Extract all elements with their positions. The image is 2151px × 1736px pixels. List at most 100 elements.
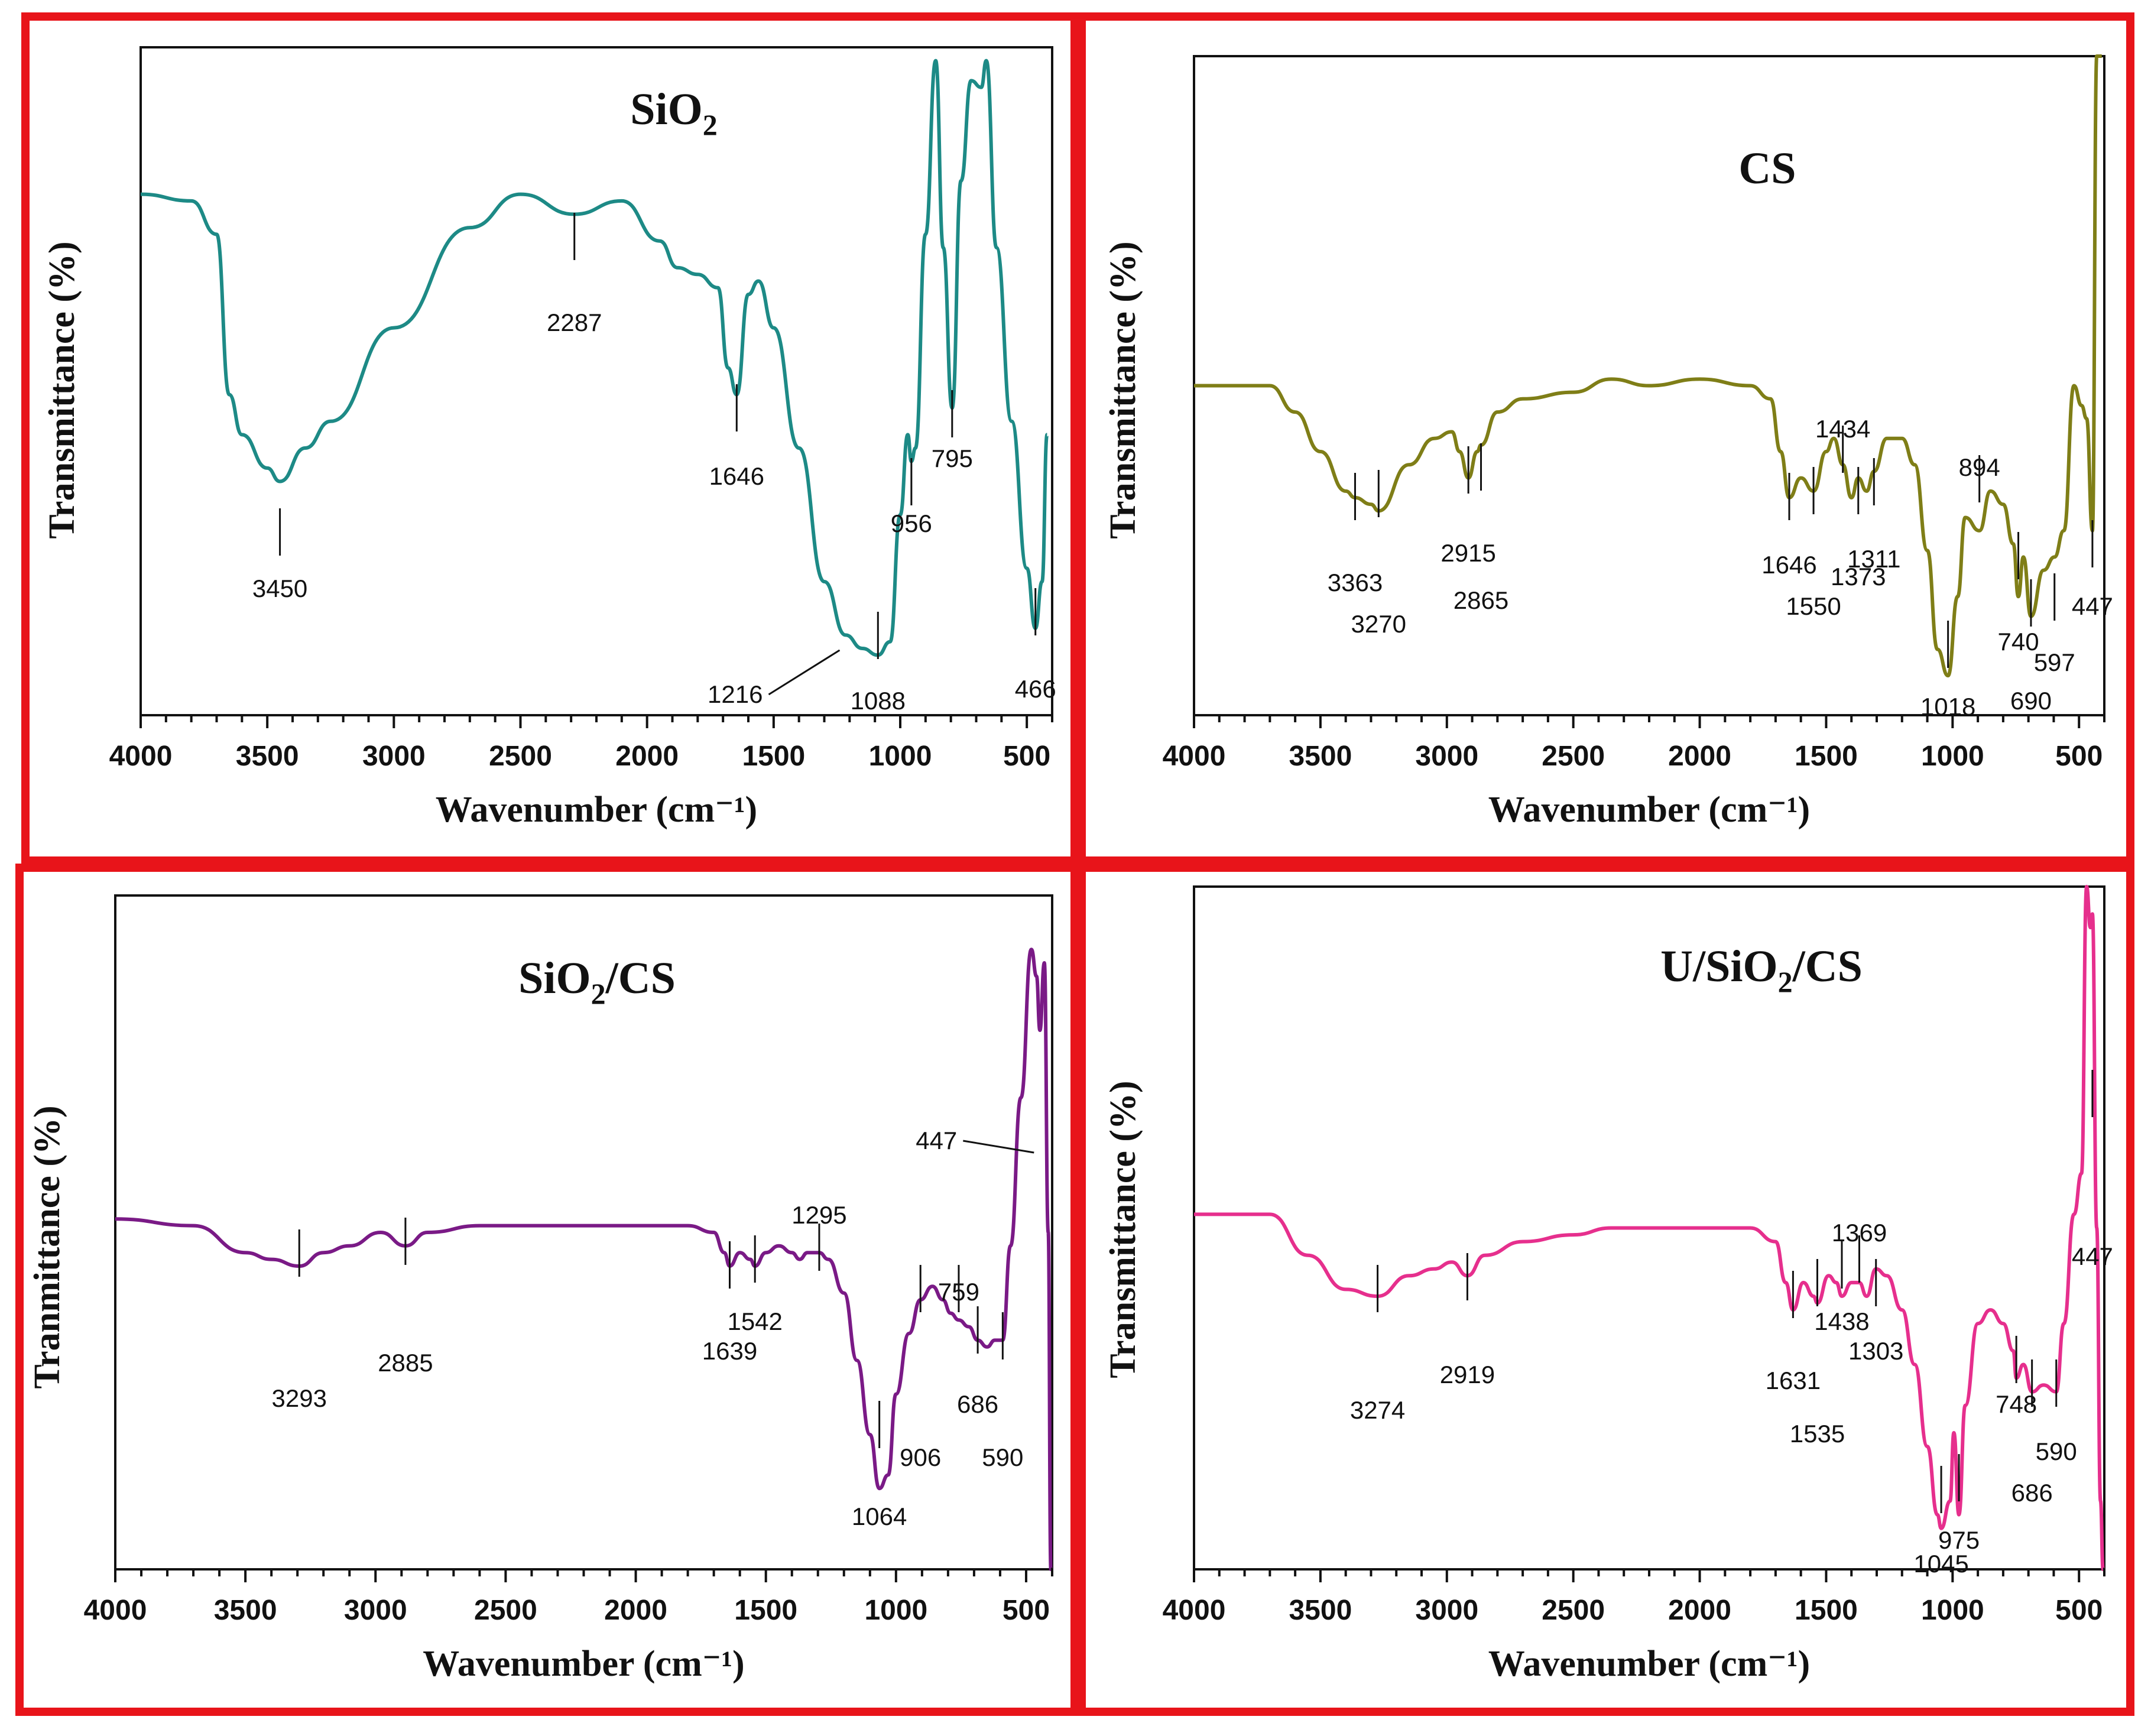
peak-label: 1550: [1786, 592, 1841, 620]
peak-label: 590: [982, 1443, 1023, 1471]
panel-cs: 4000 3500 3000 2500 2000 1500 1000 500 Wavenumbe…: [1103, 54, 2113, 830]
x-tick-label: 3500: [214, 1595, 277, 1626]
x-tick-label: 2000: [604, 1595, 667, 1626]
x-tick-label: 500: [1003, 741, 1050, 772]
peak-label: 690: [2010, 687, 2052, 715]
x-tick-label: 500: [2055, 741, 2103, 772]
peak-label: 2287: [547, 309, 602, 336]
x-axis-label: Wavenumber (cm⁻¹): [436, 790, 757, 830]
peak-label: 1535: [1790, 1420, 1845, 1448]
x-tick-label: 2500: [1542, 741, 1605, 772]
x-tick-label: 3500: [1289, 1595, 1352, 1626]
frame-bottom-right: [1078, 864, 2134, 1716]
peak-label: 466: [1015, 675, 1056, 703]
x-tick-label: 500: [1002, 1595, 1050, 1626]
x-tick-label: 3500: [1289, 741, 1352, 772]
peak-label: 1646: [709, 462, 764, 490]
peak-label: 1018: [1920, 693, 1975, 721]
peak-label: 2865: [1454, 586, 1508, 614]
chart-title: SiO2/CS: [518, 953, 676, 1010]
peak-label: 759: [938, 1278, 979, 1306]
x-tick-label: 2500: [489, 741, 552, 772]
x-tick-label: 1000: [1921, 1595, 1984, 1626]
x-axis-label: Wavenumber (cm⁻¹): [1488, 790, 1810, 830]
peak-label: 3450: [252, 575, 307, 602]
peak-label: 2919: [1440, 1361, 1495, 1388]
peak-label: 3274: [1350, 1396, 1405, 1424]
x-tick-label: 1500: [1795, 1595, 1858, 1626]
peak-label: 975: [1938, 1526, 1980, 1554]
annotation-leader: [768, 649, 841, 696]
x-tick-label: 2500: [1542, 1595, 1605, 1626]
frame-bottom-left: [15, 864, 1079, 1716]
chart-title: U/SiO2/CS: [1660, 942, 1863, 998]
peak-label: 447: [2072, 592, 2113, 620]
peak-label: 2915: [1441, 539, 1495, 567]
peak-label: 1216: [708, 680, 763, 708]
panel-sio2: 4000 3500 3000 2500 2000 1500 1000 500 Wavenumbe…: [42, 46, 1056, 830]
x-tick-label: 3000: [1415, 741, 1478, 772]
peak-label: 795: [932, 444, 973, 472]
series-line-sio2: [140, 59, 1049, 657]
x-tick-label: 3000: [1415, 1595, 1478, 1626]
chart-title: SiO2: [630, 85, 718, 141]
peak-label: 1639: [702, 1337, 757, 1365]
x-axis-label: Wavenumber (cm⁻¹): [423, 1644, 744, 1684]
peak-label: 3293: [272, 1384, 327, 1412]
frame-top-right: [1078, 12, 2134, 865]
x-tick-label: 3000: [362, 741, 426, 772]
x-tick-label: 3000: [344, 1595, 407, 1626]
peak-label: 894: [1959, 453, 2000, 481]
peak-label: 1088: [851, 687, 906, 715]
x-tick-label: 1500: [734, 1595, 797, 1626]
peak-label: 1311: [1847, 545, 1900, 573]
series-line-sio2cs: [115, 948, 1053, 1571]
x-tick-label: 1000: [869, 741, 932, 772]
panel-usio2cs: 4000 3500 3000 2500 2000 1500 1000 500 Wavenumbe…: [1103, 885, 2113, 1684]
peak-label: 1295: [791, 1201, 846, 1229]
peak-label: 1303: [1848, 1337, 1903, 1365]
peak-label: 1373: [1831, 563, 1886, 590]
chart-title: CS: [1738, 144, 1796, 193]
peak-label: 686: [957, 1390, 998, 1418]
x-tick-label: 1500: [1795, 741, 1858, 772]
peak-label: 748: [1996, 1390, 2037, 1418]
peak-label: 1369: [1832, 1219, 1887, 1247]
x-tick-label: 4000: [1163, 1595, 1226, 1626]
peak-label: 2885: [378, 1349, 433, 1377]
peak-label: 1045: [1913, 1550, 1968, 1578]
annotation-leader: [963, 1140, 1034, 1154]
peak-label: 1542: [727, 1307, 782, 1335]
peak-label: 1434: [1815, 415, 1870, 443]
y-axis-label: Transmittance (%): [1103, 241, 1143, 538]
y-axis-label: Transmittance (%): [1103, 1080, 1143, 1378]
peak-label: 447: [2072, 1242, 2113, 1270]
x-tick-label: 4000: [109, 741, 173, 772]
series-line-usio2cs: [1193, 885, 2105, 1571]
peak-label: 956: [891, 510, 932, 537]
peak-label: 740: [1998, 628, 2039, 656]
peak-label: 3270: [1351, 610, 1406, 638]
x-tick-label: 2000: [1668, 741, 1731, 772]
peak-label: 1646: [1761, 551, 1816, 579]
peak-label: 1064: [852, 1503, 907, 1530]
peak-label: 3363: [1328, 569, 1383, 596]
peak-label: 447: [916, 1127, 957, 1154]
x-tick-label: 500: [2055, 1595, 2103, 1626]
series-line-cs: [1194, 54, 2102, 678]
y-axis-label: Tranmittance (%): [27, 1105, 67, 1388]
frame-top-left: [21, 12, 1079, 865]
y-axis-label: Transmittance (%): [42, 241, 82, 538]
x-tick-label: 1000: [1921, 741, 1984, 772]
peak-label: 906: [900, 1443, 941, 1471]
x-tick-label: 1500: [742, 741, 805, 772]
peak-label: 590: [2036, 1438, 2077, 1465]
x-axis-label: Wavenumber (cm⁻¹): [1488, 1644, 1810, 1684]
x-tick-label: 4000: [1163, 741, 1226, 772]
peak-label: 597: [2034, 648, 2075, 676]
peak-label: 1631: [1766, 1367, 1821, 1394]
x-tick-label: 2000: [1668, 1595, 1731, 1626]
x-tick-label: 2000: [615, 741, 679, 772]
x-tick-label: 3500: [236, 741, 299, 772]
